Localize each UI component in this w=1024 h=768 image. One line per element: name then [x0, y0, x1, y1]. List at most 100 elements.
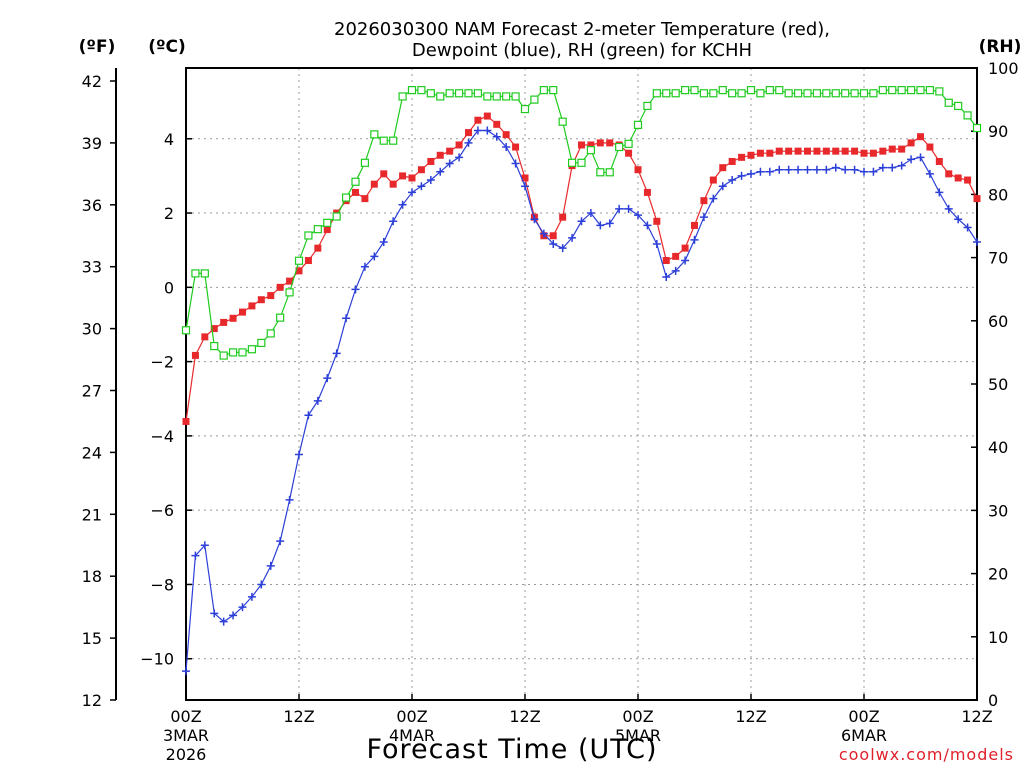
dewpoint-point — [370, 252, 379, 261]
rh-point — [492, 92, 501, 101]
dewpoint-point — [539, 229, 548, 238]
dewpoint-point — [247, 592, 256, 601]
rh-axis-header: (RH) — [979, 37, 1022, 57]
rh-point — [596, 168, 605, 177]
dewpoint-point — [756, 167, 765, 176]
rh-point — [963, 111, 972, 120]
rh-point — [831, 89, 840, 98]
temperature-point — [851, 147, 859, 155]
dewpoint-point — [577, 217, 586, 226]
rh-point — [558, 117, 567, 126]
temperature-point — [465, 129, 472, 137]
time-tick-label: 00Z — [396, 707, 427, 726]
temperature-point — [427, 157, 435, 165]
rh-point — [539, 86, 548, 95]
dewpoint-point — [549, 240, 558, 249]
temperature-point — [370, 180, 378, 188]
rh-point — [426, 89, 435, 98]
rh-point — [379, 136, 388, 145]
temperature-point — [832, 147, 840, 155]
rh-point — [822, 89, 831, 98]
rh-point — [859, 89, 869, 98]
time-tick-label: 00Z — [622, 707, 653, 726]
dewpoint-point — [445, 159, 454, 168]
rh-tick-label: 90 — [988, 122, 1008, 141]
temperature-point — [804, 147, 811, 155]
dewpoint-point — [342, 314, 351, 323]
temperature-point — [973, 195, 981, 203]
rh-point — [191, 269, 200, 278]
dewpoint-point — [643, 221, 652, 230]
fahrenheit-axis-header: (ºF) — [79, 37, 116, 57]
rh-tick-label: 80 — [988, 185, 1008, 204]
temperature-point — [521, 174, 529, 182]
dewpoint-point — [455, 153, 464, 162]
temperature-point — [286, 277, 294, 285]
celsius-tick-label: 2 — [164, 204, 174, 223]
temperature-point — [898, 145, 906, 153]
rh-series — [181, 86, 982, 360]
time-tick-date: 3MAR — [163, 726, 209, 745]
dewpoint-point — [530, 215, 539, 224]
rh-point — [285, 288, 294, 297]
celsius-tick-label: −10 — [140, 650, 174, 669]
dewpoint-point — [210, 609, 219, 618]
temperature-point — [766, 149, 774, 157]
temperature-point — [964, 176, 972, 184]
rh-point — [680, 86, 690, 95]
temperature-point — [399, 172, 407, 180]
rh-tick-label: 60 — [988, 312, 1008, 331]
dewpoint-point — [728, 176, 737, 185]
fahrenheit-tick-label: 21 — [82, 505, 102, 524]
temperature-point — [860, 149, 868, 157]
rh-point — [398, 92, 407, 101]
temperature-point — [314, 244, 322, 252]
temperature-point — [681, 244, 689, 252]
temperature-point — [182, 417, 190, 425]
temperature-point — [775, 147, 783, 155]
temperature-point — [352, 188, 359, 196]
celsius-axis-header: (ºC) — [148, 37, 186, 57]
dewpoint-point — [323, 374, 332, 383]
time-tick-label: 12Z — [509, 707, 540, 726]
rh-point — [210, 341, 219, 351]
temperature-point — [455, 141, 463, 149]
temperature-point — [606, 139, 614, 147]
dewpoint-point — [389, 217, 398, 226]
rh-point — [850, 89, 859, 98]
dewpoint-point — [709, 194, 718, 203]
dewpoint-point — [313, 396, 322, 405]
rh-point — [793, 89, 803, 98]
rh-point — [341, 193, 351, 202]
dewpoint-point — [473, 126, 482, 135]
temperature-point — [634, 166, 642, 174]
rh-point — [266, 329, 275, 338]
dewpoint-point — [822, 165, 831, 174]
dewpoint-point — [925, 169, 934, 178]
rh-point — [577, 158, 586, 167]
rh-point — [181, 326, 191, 335]
rh-point — [954, 101, 963, 111]
fahrenheit-ticks: 12 15 18 21 24 27 30 33 36 39 42 — [82, 72, 116, 710]
dewpoint-point — [351, 285, 360, 294]
dewpoint-point — [803, 165, 812, 174]
temperature-point — [323, 226, 331, 234]
rh-point — [906, 86, 916, 95]
dewpoint-point — [737, 171, 746, 180]
time-tick-label: 00Z — [848, 707, 879, 726]
rh-ticks: 0 10 20 30 40 50 60 70 80 90 100 — [971, 59, 1019, 710]
rh-tick-label: 100 — [988, 59, 1019, 78]
temperature-point — [794, 147, 802, 155]
rh-point — [454, 89, 464, 98]
rh-point — [633, 120, 643, 129]
dewpoint-point — [464, 138, 473, 147]
rh-point — [483, 92, 492, 101]
temperature-point — [220, 318, 228, 326]
dewpoint-point — [266, 561, 275, 570]
dewpoint-point — [699, 213, 708, 222]
temperature-point — [276, 283, 284, 291]
rh-point — [935, 87, 944, 96]
rh-point — [313, 225, 322, 234]
rh-point — [238, 348, 247, 357]
rh-tick-label: 0 — [988, 691, 998, 710]
